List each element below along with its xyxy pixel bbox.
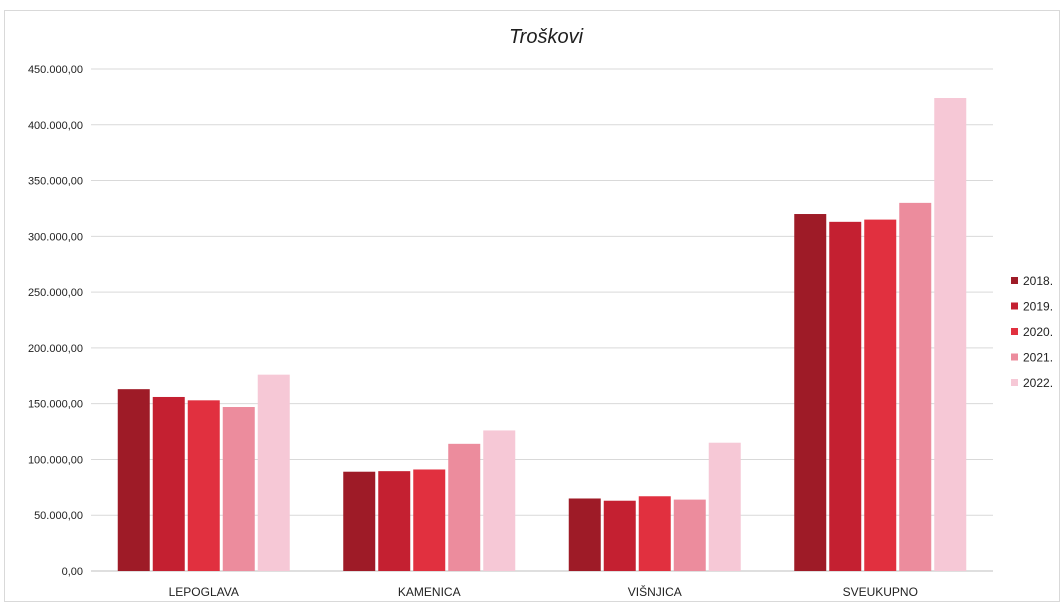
- bar-višnjica-2020: [638, 496, 671, 571]
- bar-sveukupno-2020: [864, 219, 897, 571]
- x-category-label: KAMENICA: [398, 585, 461, 599]
- bar-lepoglava-2018: [117, 389, 150, 571]
- y-tick-label: 400.000,00: [28, 120, 83, 132]
- bar-višnjica-2018: [568, 498, 601, 571]
- legend-label: 2018.: [1023, 274, 1053, 288]
- bar-lepoglava-2021: [222, 407, 255, 571]
- bar-sveukupno-2022: [934, 98, 967, 571]
- chart-title: Troškovi: [509, 26, 584, 48]
- bar-lepoglava-2020: [187, 400, 220, 571]
- bar-lepoglava-2019: [152, 396, 185, 571]
- bar-sveukupno-2021: [899, 202, 932, 571]
- bar-višnjica-2019: [603, 500, 636, 571]
- x-category-label: LEPOGLAVA: [169, 585, 239, 599]
- y-tick-label: 100.000,00: [28, 454, 83, 466]
- y-tick-label: 350.000,00: [28, 176, 83, 188]
- bar-kamenica-2022: [483, 430, 516, 571]
- chart-frame: Troškovi 0,00 50.000,00 100.000,00 150.000,…: [4, 10, 1060, 602]
- bar-višnjica-2022: [708, 442, 741, 571]
- legend-swatch: [1011, 353, 1018, 361]
- legend-swatch: [1011, 302, 1018, 310]
- legend-swatch: [1011, 379, 1018, 386]
- y-tick-label: 50.000,00: [34, 510, 83, 522]
- legend-label: 2021.: [1023, 351, 1053, 365]
- bar-sveukupno-2019: [829, 221, 862, 571]
- legend-label: 2022.: [1023, 376, 1053, 390]
- legend: 2018. 2019. 2020. 2021. 2022.: [1011, 274, 1053, 390]
- x-category-label: VIŠNJICA: [628, 584, 682, 599]
- bar-kamenica-2019: [378, 471, 411, 571]
- legend-label: 2020.: [1023, 325, 1053, 339]
- legend-swatch: [1011, 328, 1018, 335]
- x-category-label: SVEUKUPNO: [843, 585, 918, 599]
- bars: [117, 98, 967, 571]
- x-axis-categories: LEPOGLAVA KAMENICA VIŠNJICA SVEUKUPNO: [169, 584, 918, 599]
- y-axis-ticks: 0,00 50.000,00 100.000,00 150.000,00 200.000…: [28, 64, 83, 578]
- y-tick-label: 250.000,00: [28, 287, 83, 299]
- y-tick-label: 300.000,00: [28, 231, 83, 243]
- bar-kamenica-2021: [448, 443, 481, 571]
- y-tick-label: 200.000,00: [28, 343, 83, 355]
- y-tick-label: 0,00: [62, 566, 83, 578]
- bar-chart: Troškovi 0,00 50.000,00 100.000,00 150.000,…: [28, 26, 1053, 599]
- bar-kamenica-2018: [343, 471, 376, 571]
- legend-label: 2019.: [1023, 300, 1053, 314]
- y-tick-label: 450.000,00: [28, 64, 83, 76]
- legend-swatch: [1011, 277, 1018, 284]
- bar-sveukupno-2018: [794, 214, 827, 571]
- y-tick-label: 150.000,00: [28, 399, 83, 411]
- bar-kamenica-2020: [413, 469, 446, 571]
- bar-lepoglava-2022: [257, 374, 290, 571]
- bar-višnjica-2021: [673, 499, 706, 571]
